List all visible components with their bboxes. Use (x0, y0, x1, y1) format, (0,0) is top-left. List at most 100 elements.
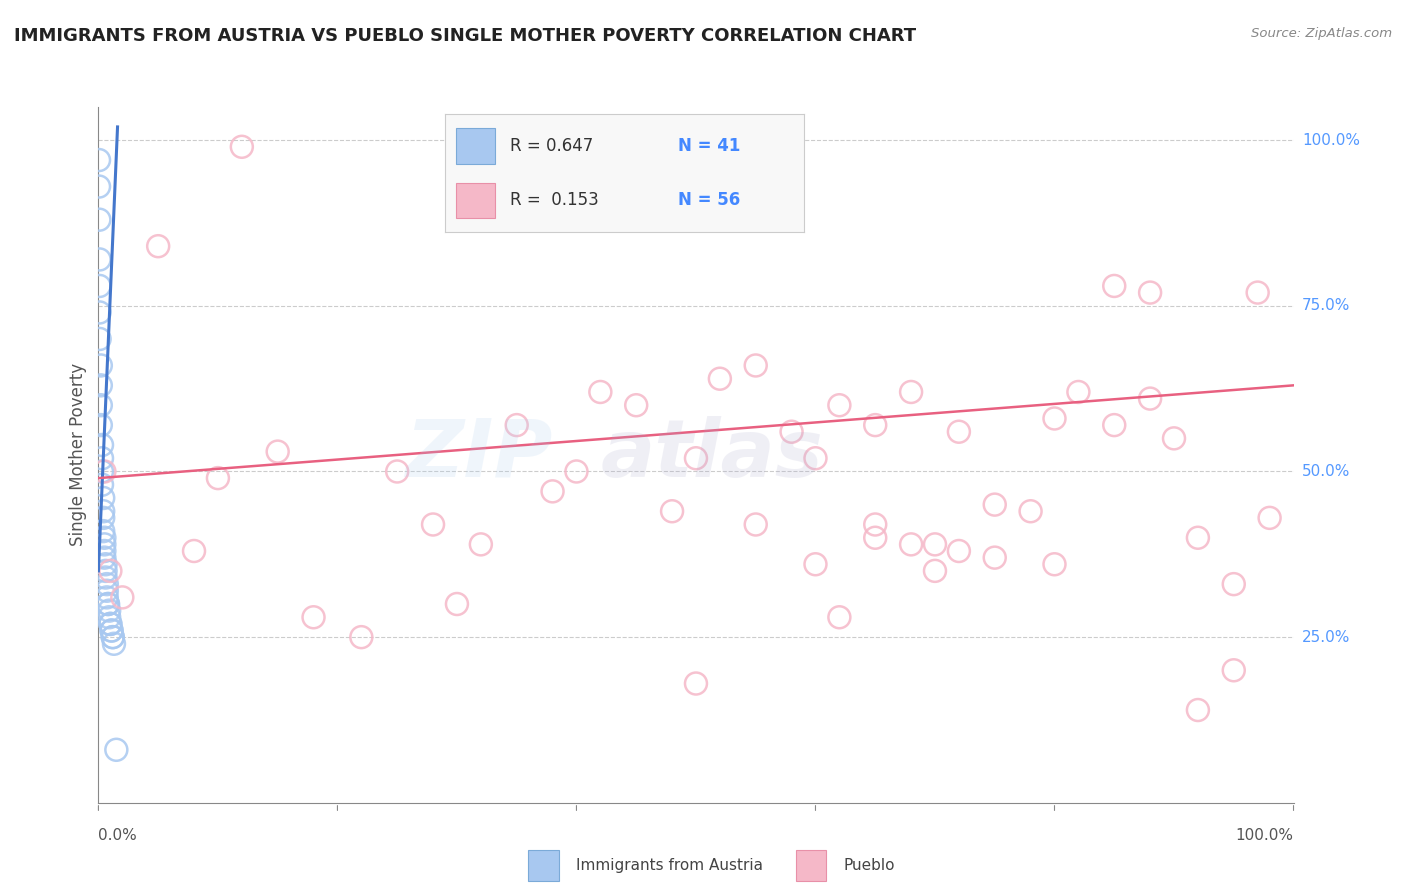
Point (1222, 577, 1246, 591)
Point (91, 438, 114, 452)
Point (863, 517, 886, 532)
Y-axis label: Single Mother Poverty: Single Mother Poverty (69, 363, 87, 547)
Point (105, 743, 128, 757)
Point (804, 558, 827, 572)
Point (94, 564, 117, 578)
Text: 100.0%: 100.0% (1302, 133, 1360, 148)
Point (446, 597, 468, 611)
Text: 100.0%: 100.0% (1236, 828, 1294, 843)
Point (89, 212, 111, 227)
Text: 25.0%: 25.0% (1302, 630, 1350, 645)
Point (1043, 411, 1066, 425)
Point (89, 332, 111, 346)
Text: atlas: atlas (600, 416, 823, 494)
Point (101, 630, 124, 644)
Point (863, 531, 886, 545)
Point (89, 252, 111, 267)
Point (98, 604, 121, 618)
Point (589, 384, 612, 399)
Point (924, 564, 946, 578)
Point (565, 465, 588, 479)
Point (96, 577, 118, 591)
Point (804, 451, 827, 466)
Point (745, 359, 768, 373)
Point (1102, 279, 1125, 293)
Point (661, 504, 683, 518)
Point (828, 610, 851, 624)
Point (1246, 285, 1268, 300)
Text: ZIP: ZIP (405, 416, 553, 494)
Point (101, 630, 124, 644)
Point (267, 444, 290, 458)
Point (90, 359, 112, 373)
Point (96, 583, 118, 598)
Point (506, 418, 529, 433)
Point (685, 676, 707, 690)
Point (93, 531, 115, 545)
Point (1139, 392, 1161, 406)
Point (98, 616, 122, 631)
Point (91, 504, 114, 518)
Point (709, 372, 731, 386)
Point (1187, 703, 1209, 717)
Point (385, 465, 409, 479)
Text: 75.0%: 75.0% (1302, 298, 1350, 313)
Point (91, 524, 114, 538)
Point (90, 418, 112, 433)
Point (100, 624, 122, 638)
Point (302, 610, 325, 624)
Point (1258, 511, 1281, 525)
Point (350, 630, 373, 644)
Text: 0.0%: 0.0% (98, 828, 138, 843)
Point (100, 624, 122, 638)
Point (900, 537, 922, 551)
Text: IMMIGRANTS FROM AUSTRIA VS PUEBLO SINGLE MOTHER POVERTY CORRELATION CHART: IMMIGRANTS FROM AUSTRIA VS PUEBLO SINGLE… (14, 27, 917, 45)
Point (91, 491, 114, 505)
Point (745, 517, 768, 532)
Point (93, 550, 115, 565)
Point (780, 425, 803, 439)
Point (470, 537, 492, 551)
Point (97, 597, 120, 611)
Point (863, 418, 886, 433)
Point (1019, 504, 1042, 518)
Text: 50.0%: 50.0% (1302, 464, 1350, 479)
Point (87, 153, 110, 167)
Point (90, 398, 112, 412)
Point (1102, 418, 1125, 433)
Point (93, 465, 115, 479)
Point (924, 537, 946, 551)
Point (93, 544, 115, 558)
Point (948, 544, 970, 558)
Point (183, 544, 205, 558)
Point (1139, 285, 1161, 300)
Text: Pueblo: Pueblo (844, 858, 896, 872)
Point (541, 484, 564, 499)
Point (93, 537, 115, 551)
Point (91, 465, 114, 479)
Point (1222, 663, 1246, 677)
Point (207, 471, 229, 485)
Point (685, 451, 707, 466)
Point (1043, 558, 1066, 572)
Point (624, 398, 647, 412)
Point (111, 591, 134, 605)
Point (87, 179, 110, 194)
Text: Immigrants from Austria: Immigrants from Austria (576, 858, 763, 872)
Point (91, 477, 114, 491)
Point (91, 451, 114, 466)
Point (89, 305, 111, 319)
Point (94, 558, 117, 572)
Point (97, 597, 120, 611)
Point (948, 425, 970, 439)
Point (90, 378, 112, 392)
Point (98, 610, 121, 624)
Point (94, 570, 117, 584)
Point (148, 239, 170, 253)
Point (983, 498, 1005, 512)
Point (900, 384, 922, 399)
Point (98, 564, 122, 578)
Point (1067, 384, 1090, 399)
Point (983, 550, 1005, 565)
Point (103, 637, 125, 651)
